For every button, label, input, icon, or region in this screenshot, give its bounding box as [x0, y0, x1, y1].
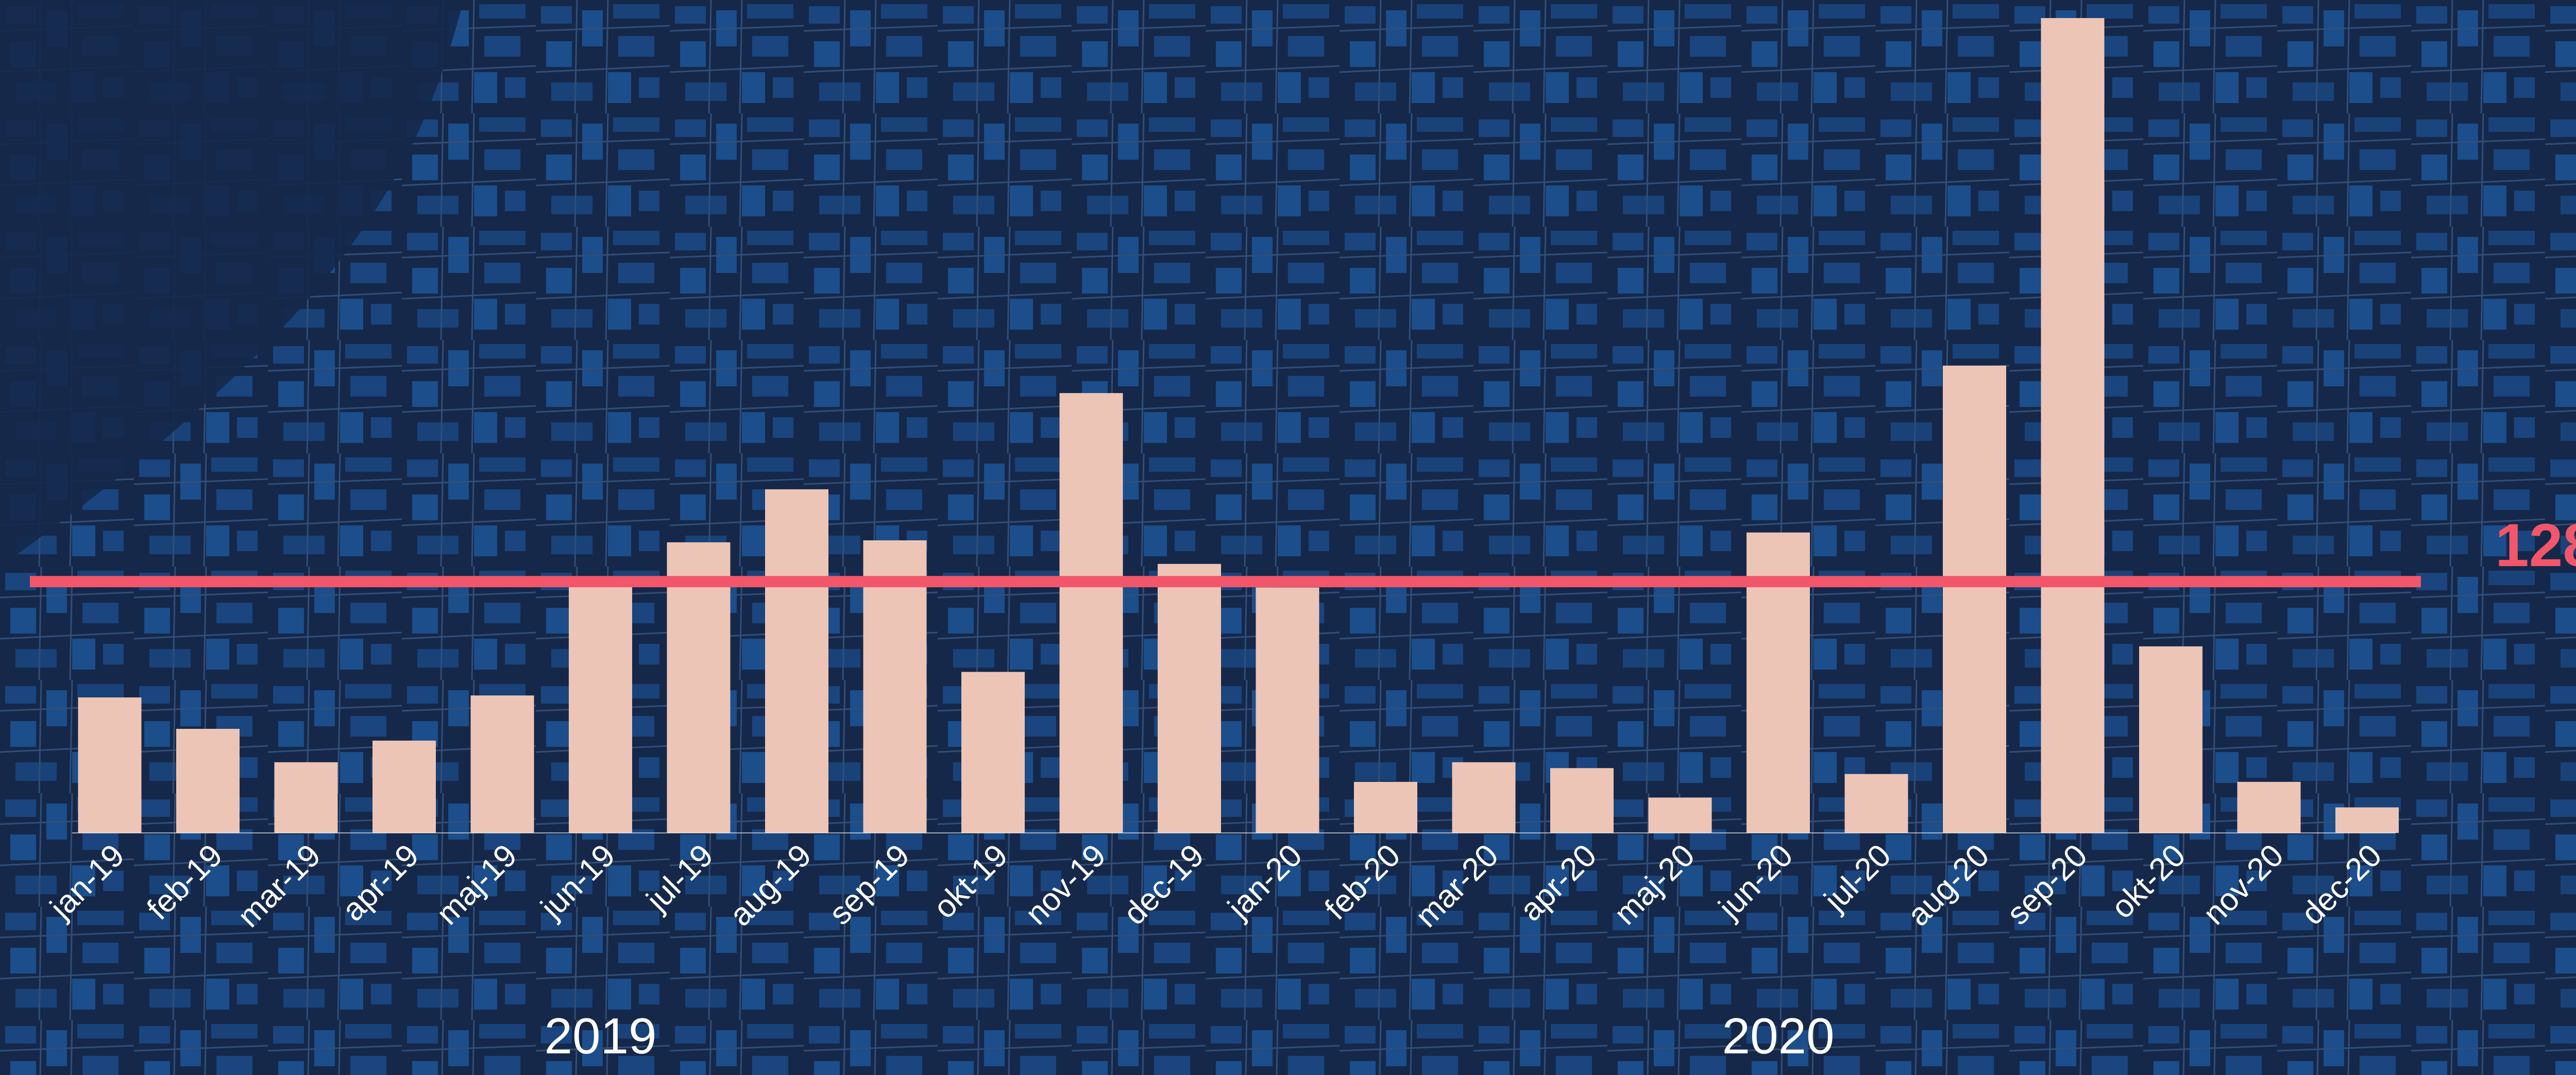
- bar: [2041, 18, 2105, 833]
- bar: [2335, 807, 2399, 833]
- bar: [1059, 393, 1123, 833]
- bar: [765, 489, 828, 833]
- bar: [1256, 587, 1319, 833]
- bar: [78, 697, 142, 833]
- bar: [1550, 768, 1614, 833]
- bar: [1452, 762, 1516, 833]
- reference-label: 128: [2495, 511, 2576, 579]
- bar: [274, 762, 338, 833]
- bar: [176, 728, 240, 833]
- year-label: 2020: [1722, 1008, 1834, 1064]
- water: [0, 0, 464, 567]
- bar: [1943, 365, 2006, 833]
- bar: [1648, 797, 1712, 833]
- bar: [863, 540, 927, 833]
- bar: [470, 695, 534, 833]
- bar: [961, 672, 1025, 833]
- bar: [1354, 781, 1417, 833]
- bar: [1844, 774, 1908, 833]
- bar: [569, 583, 632, 833]
- bar: [2237, 781, 2301, 833]
- bar: [1158, 564, 1221, 833]
- bar: [667, 542, 731, 833]
- year-label: 2019: [544, 1008, 656, 1064]
- bar: [372, 740, 436, 833]
- bar: [2139, 646, 2202, 833]
